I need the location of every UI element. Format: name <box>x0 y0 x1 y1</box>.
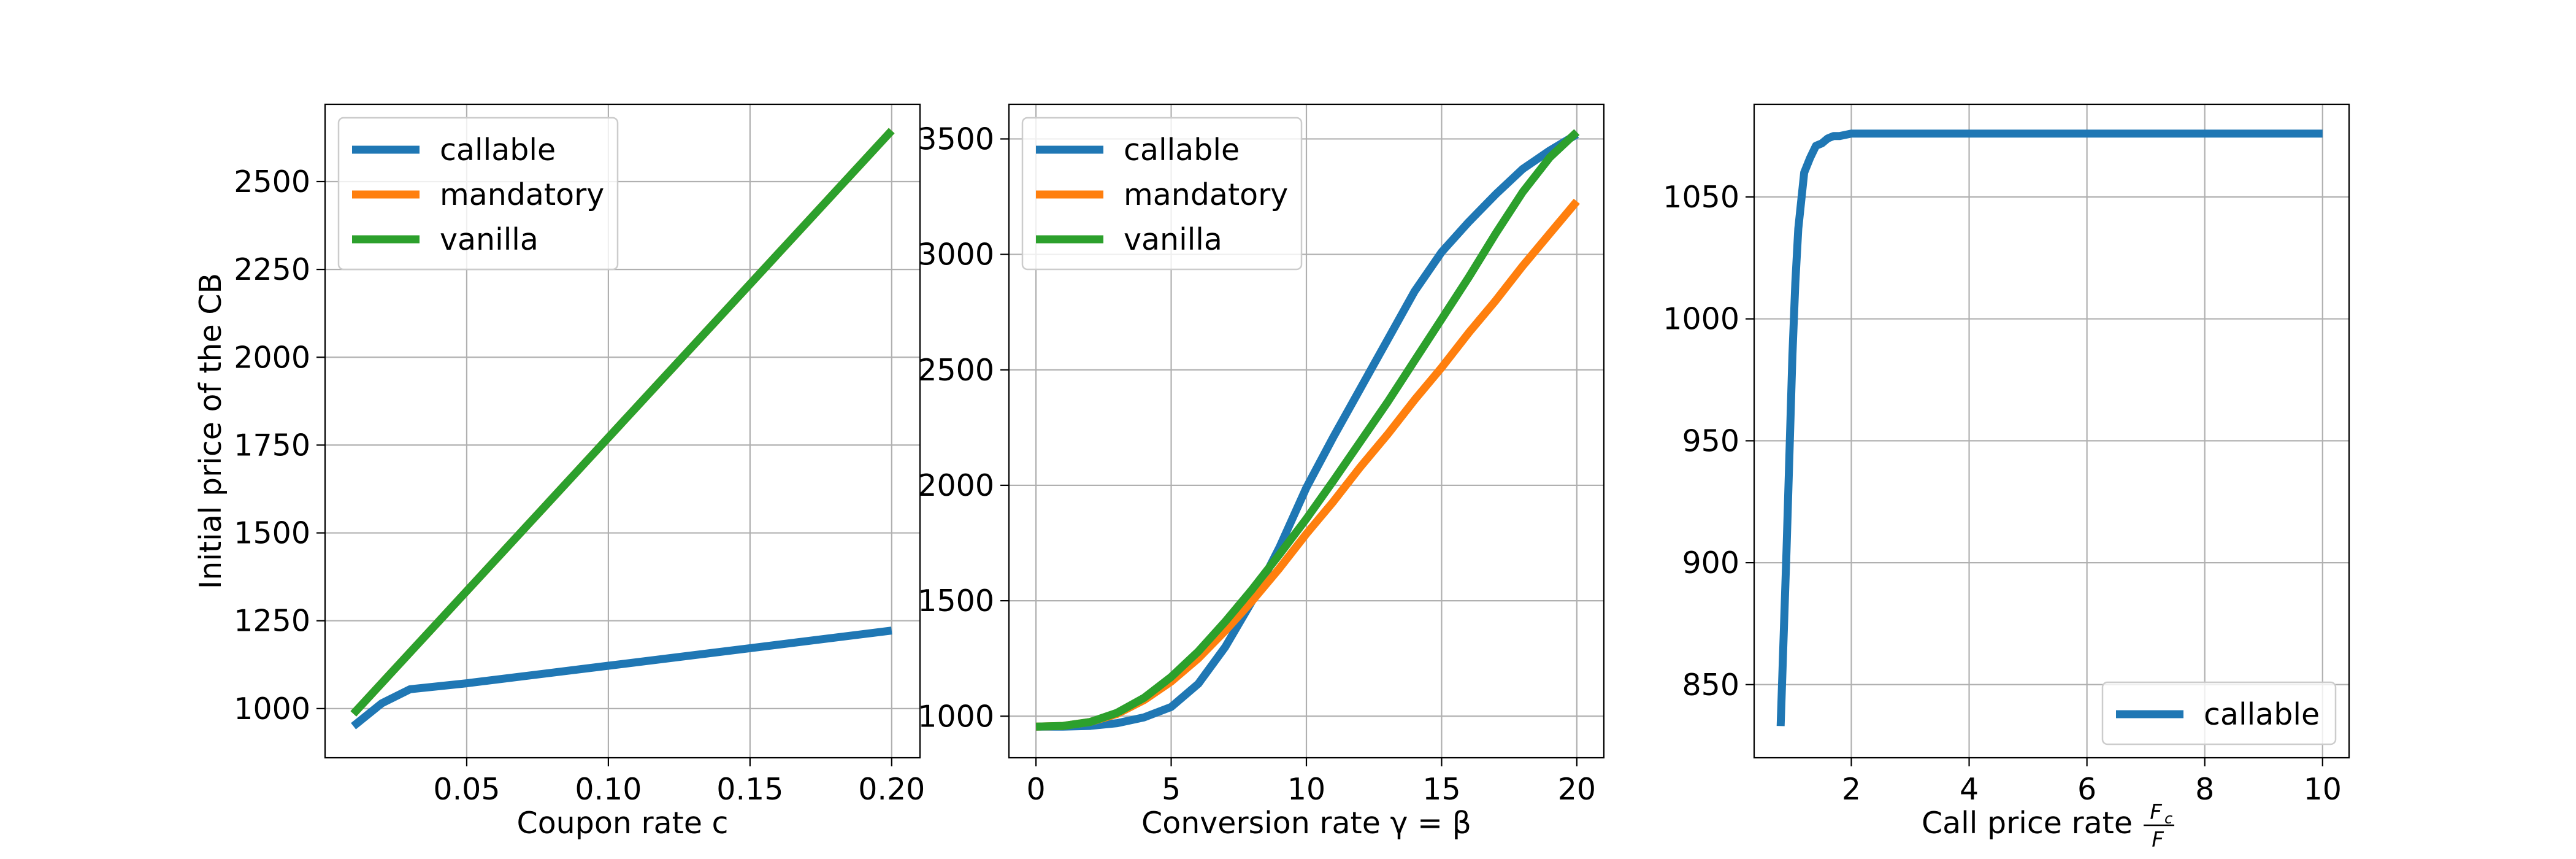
x-axis-label-denominator: F <box>2152 828 2164 852</box>
legend-label-callable: callable <box>2204 697 2320 732</box>
x-axis-label: Call price rate <box>1922 806 2133 841</box>
y-axis-label: Initial price of the CB <box>193 273 228 589</box>
legend-label-mandatory: mandatory <box>1124 177 1288 212</box>
y-tick-label: 1000 <box>1663 302 1739 337</box>
x-tick-label: 10 <box>1287 772 1325 807</box>
x-tick-label: 5 <box>1162 772 1181 807</box>
y-tick-label: 3500 <box>918 121 994 156</box>
y-tick-label: 1500 <box>918 584 994 618</box>
y-tick-label: 2500 <box>918 353 994 388</box>
y-tick-label: 1500 <box>234 516 310 551</box>
x-tick-label: 20 <box>1558 772 1596 807</box>
series-line-vanilla <box>1035 129 1580 731</box>
x-tick-label: 0.20 <box>858 772 925 807</box>
legend-label-mandatory: mandatory <box>440 177 604 212</box>
legend-label-vanilla: vanilla <box>440 222 539 257</box>
conversion-rate-chart: 0 5 10 15 20 1000 1500 2000 2500 3000 3500 Conversi… <box>918 103 1605 841</box>
legend: callable mandatory vanilla <box>1021 117 1303 271</box>
x-tick-label: 10 <box>2304 772 2342 807</box>
x-tick-label: 8 <box>2195 772 2214 807</box>
plot-frame <box>324 103 921 759</box>
y-tick-label: 3000 <box>918 237 994 272</box>
series-line-vanilla <box>350 128 895 717</box>
coupon-rate-chart: 0.05 0.10 0.15 0.20 1000 1250 1500 1750 2000 2250… <box>193 103 925 841</box>
legend-label-vanilla: vanilla <box>1124 222 1222 257</box>
x-tick-label: 2 <box>1842 772 1861 807</box>
legend: callable mandatory vanilla <box>337 117 619 271</box>
x-tick-label: 4 <box>1960 772 1979 807</box>
legend-box <box>2101 681 2337 745</box>
y-tick-label: 850 <box>1682 668 1739 703</box>
y-tick-label: 1750 <box>234 428 310 463</box>
x-tick-label: 0 <box>1026 772 1045 807</box>
x-axis-label: Coupon rate c <box>516 806 728 841</box>
legend-label-callable: callable <box>440 133 556 168</box>
y-tick-label: 2000 <box>234 340 310 375</box>
x-axis-label: Conversion rate γ = β <box>1141 806 1471 841</box>
y-tick-label: 1000 <box>234 691 310 726</box>
legend-label-callable: callable <box>1124 133 1240 168</box>
y-tick-label: 1000 <box>918 699 994 734</box>
x-tick-label: 15 <box>1422 772 1460 807</box>
y-tick-label: 1250 <box>234 604 310 639</box>
x-tick-label: 6 <box>2077 772 2096 807</box>
series-line-callable <box>1036 131 1579 731</box>
legend-box <box>337 117 619 271</box>
y-tick-label: 950 <box>1682 423 1739 458</box>
series-line-callable <box>351 626 892 730</box>
x-tick-label: 0.15 <box>716 772 783 807</box>
y-tick-label: 2250 <box>234 252 310 287</box>
x-axis-label-numerator: F <box>2150 800 2162 825</box>
legend: callable <box>2101 681 2337 745</box>
legend-box <box>1021 117 1303 271</box>
y-tick-label: 1050 <box>1663 180 1739 215</box>
y-tick-label: 900 <box>1682 545 1739 580</box>
y-tick-label: 2000 <box>918 468 994 503</box>
x-tick-label: 0.05 <box>433 772 500 807</box>
y-tick-label: 2500 <box>234 164 310 199</box>
x-tick-label: 0.10 <box>575 772 642 807</box>
plot-frame <box>1753 103 2350 759</box>
x-axis-label-numerator-sub: c <box>2164 810 2172 827</box>
series-line-callable <box>1776 129 2323 726</box>
